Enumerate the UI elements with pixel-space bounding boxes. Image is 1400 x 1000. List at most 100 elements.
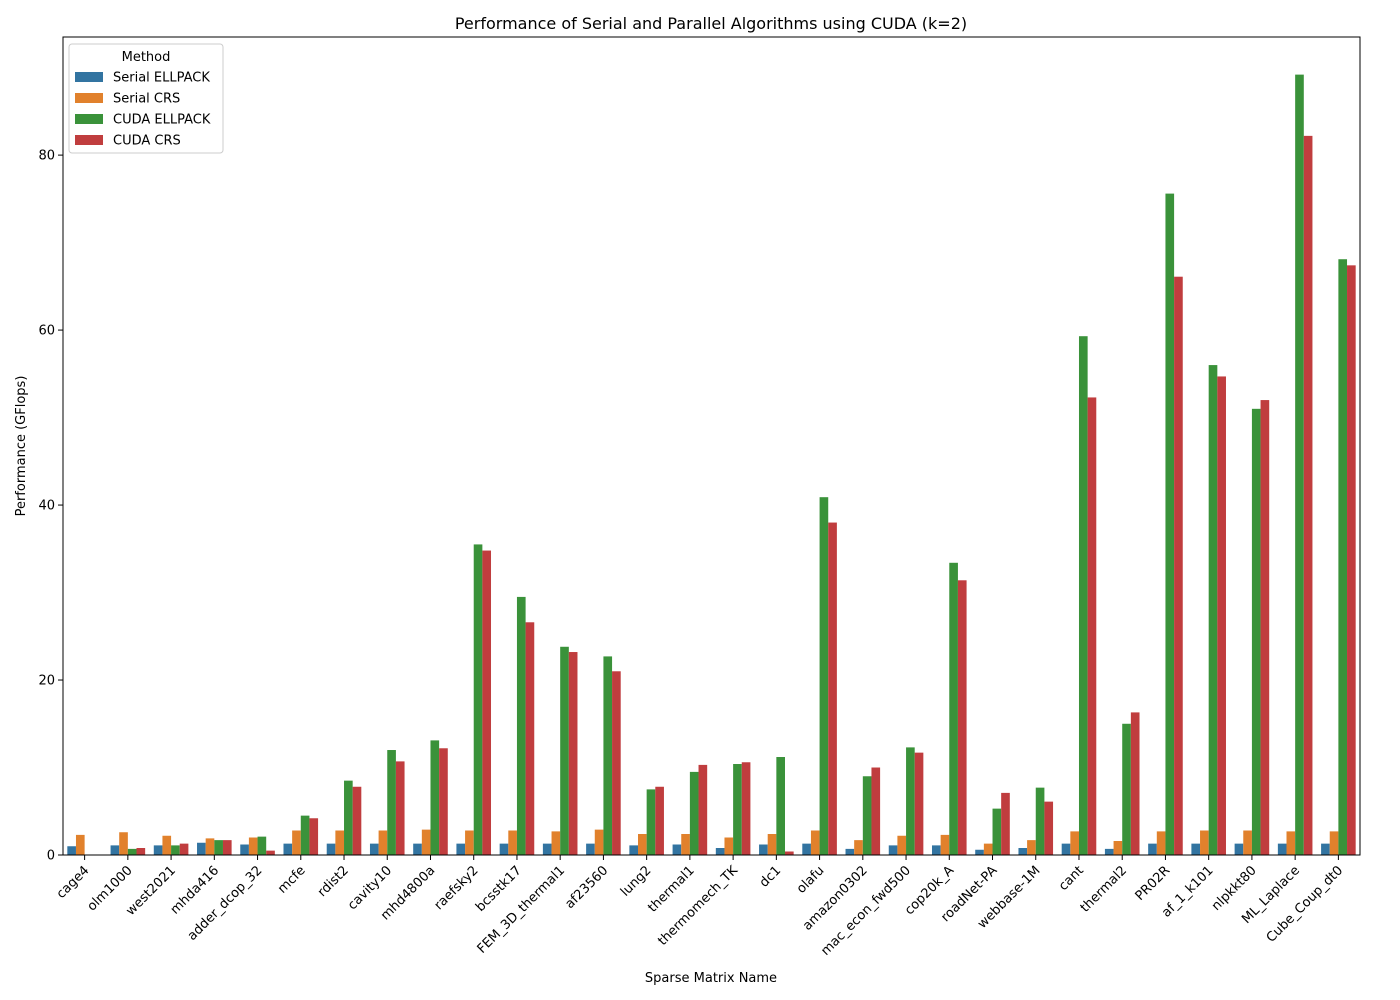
x-tick-label: thermal2 xyxy=(1078,863,1130,915)
bar xyxy=(931,845,941,855)
bar xyxy=(802,843,811,855)
chart-title: Performance of Serial and Parallel Algor… xyxy=(455,14,967,33)
bar xyxy=(629,845,639,855)
bar xyxy=(136,848,146,855)
x-tick-label: Cube_Coup_dt0 xyxy=(1264,863,1347,946)
bar xyxy=(949,562,958,855)
x-tick-label: cant xyxy=(1056,863,1087,894)
bar xyxy=(482,550,492,855)
bar xyxy=(1217,376,1226,855)
bar xyxy=(1070,831,1079,855)
bar xyxy=(672,844,682,855)
bar xyxy=(1061,843,1071,855)
bar xyxy=(845,848,855,855)
x-tick-label: thermomech_TK xyxy=(655,863,741,949)
plot-frame xyxy=(62,36,1361,856)
legend-label: Serial ELLPACK xyxy=(113,71,210,86)
bar xyxy=(421,829,431,855)
bar xyxy=(1234,843,1244,855)
bar xyxy=(1277,843,1287,855)
bar xyxy=(1286,831,1296,855)
bar xyxy=(655,786,664,855)
y-tick-label: 60 xyxy=(38,324,55,339)
bar xyxy=(1104,848,1114,855)
bar xyxy=(1338,259,1348,856)
bar xyxy=(914,752,924,855)
bar xyxy=(387,750,396,855)
bar xyxy=(1303,135,1313,856)
x-tick-label: PR02R xyxy=(1133,863,1174,904)
x-tick-label: cage4 xyxy=(54,863,93,902)
bar xyxy=(473,544,483,855)
bar xyxy=(542,843,552,855)
bar xyxy=(724,837,734,855)
bar xyxy=(785,851,794,855)
bar xyxy=(828,522,837,855)
x-tick-label: olafu xyxy=(794,863,827,896)
x-tick-label: lung2 xyxy=(618,863,655,900)
bar xyxy=(612,671,621,855)
bar xyxy=(1027,840,1036,855)
bar xyxy=(862,776,872,855)
bar xyxy=(551,831,561,855)
bar xyxy=(1122,723,1131,855)
bar xyxy=(1001,792,1010,855)
bar xyxy=(378,830,388,855)
bar xyxy=(499,843,509,855)
bar xyxy=(819,497,829,855)
bar xyxy=(975,849,984,855)
legend-swatch xyxy=(75,114,103,124)
bar xyxy=(516,596,526,855)
bar xyxy=(1191,843,1201,855)
bar xyxy=(162,835,172,855)
bar xyxy=(759,844,768,855)
bar xyxy=(67,846,76,855)
bar xyxy=(646,789,656,855)
bar xyxy=(854,840,863,855)
x-tick-label: af23560 xyxy=(563,863,612,912)
bar xyxy=(1321,843,1330,855)
bar xyxy=(110,845,120,855)
y-tick-label: 80 xyxy=(38,149,55,164)
bar xyxy=(508,830,517,855)
plot-area: 020406080cage4olm1000west2021mhda416adde… xyxy=(38,74,1356,959)
bar xyxy=(689,771,699,855)
bar xyxy=(560,646,569,855)
bar xyxy=(1295,74,1304,856)
bar xyxy=(283,843,293,855)
bar xyxy=(897,835,907,855)
legend-box xyxy=(68,43,224,154)
bar xyxy=(430,740,440,855)
y-tick-label: 0 xyxy=(47,849,55,864)
bar xyxy=(594,829,604,855)
bar xyxy=(1260,400,1270,855)
bar xyxy=(413,843,422,855)
bar xyxy=(1087,397,1097,855)
bar xyxy=(248,837,258,855)
bar xyxy=(1208,365,1218,855)
bar xyxy=(456,843,466,855)
bar xyxy=(1148,843,1157,855)
x-tick-label: adder_dcop_32 xyxy=(185,863,266,944)
bar xyxy=(1035,787,1045,855)
bar xyxy=(957,580,967,855)
y-tick-label: 40 xyxy=(38,499,55,514)
bar xyxy=(638,834,647,855)
x-tick-label: dc1 xyxy=(757,863,784,890)
bar xyxy=(179,843,189,855)
bar xyxy=(1078,336,1088,855)
bar xyxy=(1044,801,1054,855)
bar xyxy=(733,764,742,855)
legend-swatch xyxy=(75,72,103,82)
bar xyxy=(205,838,215,855)
bar xyxy=(171,845,180,855)
bar xyxy=(767,834,777,855)
bar xyxy=(525,622,535,855)
bar xyxy=(75,834,85,855)
bar xyxy=(1243,830,1252,855)
bar xyxy=(1018,848,1028,855)
bar xyxy=(127,848,137,855)
bar xyxy=(266,850,275,855)
